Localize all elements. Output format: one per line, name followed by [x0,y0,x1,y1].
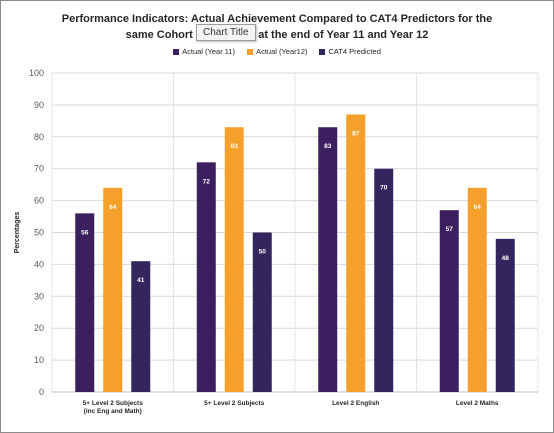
y-tick-label: 0 [39,387,44,397]
data-label: 70 [380,185,388,192]
data-label: 48 [502,255,510,262]
data-label: 57 [446,226,454,233]
y-tick-label: 100 [29,68,44,78]
data-label: 87 [352,130,360,137]
legend-label: CAT4 Predicted [328,47,381,56]
category-label: Level 2 English [332,400,379,407]
y-tick-label: 20 [34,323,44,333]
bar [224,127,244,392]
y-tick-label: 10 [34,355,44,365]
legend-label: Actual (Year 11) [182,47,236,56]
y-tick-label: 70 [34,164,44,174]
y-tick-label: 30 [34,291,44,301]
chart-title-tooltip: Chart Title [196,24,256,41]
category-label: (inc Eng and Math) [84,408,142,415]
data-label: 50 [259,249,267,256]
legend-label: Actual (Year12) [256,47,308,56]
legend-swatch [247,48,254,55]
y-tick-label: 50 [34,228,44,238]
bar [196,162,216,392]
category-label: Level 2 Maths [456,400,499,407]
chart-legend: Actual (Year 11) Actual (Year12) CAT4 Pred… [0,47,554,56]
y-tick-label: 90 [34,100,44,110]
bar [252,232,272,392]
category-label: 5+ Level 2 Subjects [83,400,144,407]
legend-swatch [319,48,326,55]
chart-title-line-1: Performance Indicators: Actual Achieveme… [61,13,493,25]
data-label: 83 [231,143,239,150]
bar [131,261,151,392]
legend-item: Actual (Year 11) [173,47,235,56]
legend-swatch [173,48,180,55]
bar [75,213,95,392]
y-tick-label: 60 [34,196,44,206]
bar [318,127,338,392]
bar [103,187,123,392]
legend-item: Actual (Year12) [247,47,307,56]
data-label: 83 [324,143,332,150]
data-label: 64 [109,204,117,211]
data-label: 41 [137,277,145,284]
bar [439,210,459,392]
bar [467,187,487,392]
bar [346,114,366,392]
y-tick-label: 40 [34,259,44,269]
category-label: 5+ Level 2 Subjects [204,400,265,407]
data-label: 56 [81,229,89,236]
y-axis-label: Percentages [14,212,21,254]
data-label: 72 [203,178,211,185]
y-tick-label: 80 [34,132,44,142]
bar [495,238,515,392]
legend-item: CAT4 Predicted [319,47,381,56]
data-label: 64 [474,204,482,211]
bar [374,168,394,392]
